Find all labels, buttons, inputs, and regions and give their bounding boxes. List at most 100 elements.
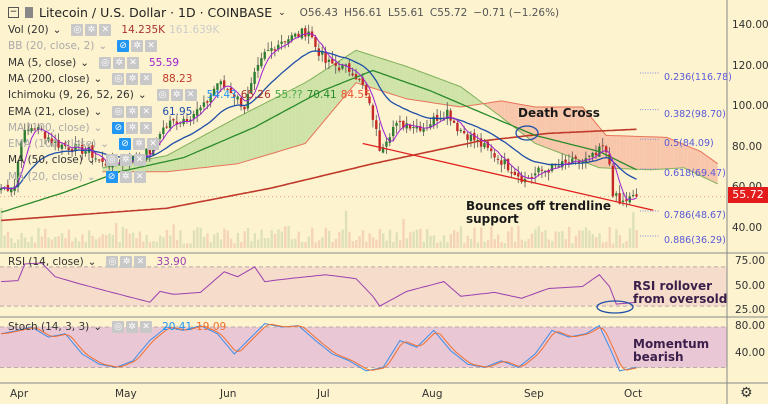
eye-hidden-icon[interactable]: ⊘ bbox=[112, 121, 125, 134]
candle-body bbox=[604, 146, 608, 153]
eye-icon[interactable]: ◎ bbox=[112, 72, 125, 85]
eye-icon[interactable]: ◎ bbox=[106, 256, 119, 268]
chevron-down-icon[interactable]: ⌄ bbox=[93, 121, 103, 134]
close-icon[interactable]: ✕ bbox=[146, 138, 159, 151]
candle-body bbox=[601, 145, 604, 147]
close-icon[interactable]: ✕ bbox=[184, 89, 197, 102]
candle-body bbox=[324, 51, 327, 63]
gear-icon[interactable]: ✲ bbox=[126, 72, 139, 85]
candle-body bbox=[395, 122, 398, 126]
candle-body bbox=[33, 128, 37, 131]
eye-icon[interactable]: ◎ bbox=[112, 321, 125, 333]
candle-body bbox=[199, 107, 202, 111]
ichimoku-cloud-segment bbox=[714, 161, 718, 184]
gear-icon[interactable]: ✲ bbox=[132, 138, 145, 151]
volume-bar bbox=[622, 243, 625, 248]
indicator-label[interactable]: MA (5, close) bbox=[8, 56, 77, 69]
eye-hidden-icon[interactable]: ⊘ bbox=[105, 170, 118, 183]
ichimoku-cloud-segment bbox=[386, 60, 390, 94]
chevron-down-icon[interactable]: ⌄ bbox=[278, 7, 286, 18]
candle-body bbox=[212, 88, 216, 96]
indicator-value: 55.59 bbox=[149, 56, 180, 69]
chevron-down-icon[interactable]: ⌄ bbox=[86, 170, 96, 183]
volume-bar bbox=[67, 229, 71, 248]
gear-icon[interactable]: ✲ bbox=[85, 24, 98, 36]
symbol-title[interactable]: Litecoin / U.S. Dollar · 1D · COINBASE bbox=[39, 5, 273, 20]
volume-bar bbox=[388, 229, 392, 248]
gear-icon[interactable]: ✲ bbox=[120, 256, 133, 268]
close-icon[interactable]: ✕ bbox=[140, 72, 153, 85]
eye-icon[interactable]: ◎ bbox=[105, 154, 118, 167]
candle-body bbox=[168, 120, 172, 128]
candle-body bbox=[608, 154, 611, 165]
volume-bar bbox=[253, 233, 256, 248]
trendline-support bbox=[362, 142, 654, 211]
collapse-icon[interactable]: − bbox=[8, 7, 19, 18]
gear-icon[interactable]: ✲ bbox=[131, 40, 144, 53]
close-icon[interactable]: ✕ bbox=[140, 121, 153, 134]
gear-icon[interactable]: ✲ bbox=[170, 89, 183, 102]
eye-icon[interactable]: ◎ bbox=[71, 24, 84, 36]
indicator-label[interactable]: EMA (21, close) bbox=[8, 105, 90, 118]
indicator-label[interactable]: MA (20, close) bbox=[8, 170, 83, 183]
gear-icon[interactable]: ✲ bbox=[113, 56, 125, 69]
stoch-label[interactable]: Stoch (14, 3, 3) bbox=[8, 321, 90, 333]
volume-bar bbox=[446, 241, 449, 248]
ichimoku-cloud-segment bbox=[589, 115, 593, 166]
chevron-down-icon[interactable]: ⌄ bbox=[98, 40, 108, 53]
close-icon[interactable]: ✕ bbox=[134, 256, 147, 268]
close-icon[interactable]: ✕ bbox=[99, 24, 112, 36]
indicator-label[interactable]: EMA (100, close) bbox=[8, 138, 97, 151]
close-icon[interactable]: ✕ bbox=[140, 321, 153, 333]
chevron-down-icon[interactable]: ⌄ bbox=[137, 89, 147, 102]
volume-bar bbox=[594, 237, 598, 248]
candle-body bbox=[405, 123, 408, 129]
gear-icon[interactable]: ✲ bbox=[126, 321, 139, 333]
indicator-label[interactable]: MA (100, close) bbox=[8, 121, 90, 134]
eye-hidden-icon[interactable]: ⊘ bbox=[117, 40, 130, 53]
candle-body bbox=[60, 144, 64, 149]
ichimoku-cloud-segment bbox=[653, 136, 657, 170]
close-icon[interactable]: ✕ bbox=[140, 105, 153, 118]
candle-body bbox=[506, 158, 510, 171]
candle-body bbox=[419, 126, 422, 131]
indicator-label[interactable]: MA (200, close) bbox=[8, 72, 90, 85]
eye-hidden-icon[interactable]: ⊘ bbox=[118, 138, 131, 151]
chevron-down-icon[interactable]: ⌄ bbox=[93, 72, 103, 85]
indicator-label[interactable]: BB (20, close, 2) bbox=[8, 40, 95, 53]
indicator-label[interactable]: Ichimoku (9, 26, 52, 26) bbox=[8, 89, 134, 102]
candle-body bbox=[37, 127, 40, 130]
close-icon[interactable]: ✕ bbox=[127, 56, 139, 69]
eye-icon[interactable]: ◎ bbox=[156, 89, 169, 102]
settings-gear-icon[interactable]: ⚙ bbox=[740, 385, 753, 401]
rsi-label[interactable]: RSI (14, close) bbox=[8, 256, 84, 268]
volume-bar bbox=[398, 240, 402, 248]
ichimoku-cloud-segment bbox=[704, 153, 708, 180]
ichimoku-cloud-segment bbox=[332, 63, 336, 112]
close-icon[interactable]: ✕ bbox=[133, 170, 146, 183]
gear-icon[interactable]: ✲ bbox=[126, 105, 139, 118]
candle-body bbox=[618, 193, 621, 204]
eye-icon[interactable]: ◎ bbox=[112, 105, 125, 118]
indicator-label[interactable]: MA (50, close) bbox=[8, 154, 83, 167]
eye-icon[interactable]: ◎ bbox=[99, 56, 111, 69]
rsi-axis-tick: 50.00 bbox=[735, 280, 766, 292]
gear-icon[interactable]: ✲ bbox=[119, 170, 132, 183]
chevron-down-icon[interactable]: ⌄ bbox=[52, 24, 62, 36]
gear-icon[interactable]: ✲ bbox=[119, 154, 132, 167]
chevron-down-icon[interactable]: ⌄ bbox=[93, 105, 103, 118]
chevron-down-icon[interactable]: ⌄ bbox=[87, 256, 97, 268]
indicator-label[interactable]: Vol (20) bbox=[8, 24, 49, 36]
ichimoku-cloud-segment bbox=[308, 78, 313, 140]
stoch-axis-tick: 40.00 bbox=[735, 347, 766, 359]
chevron-down-icon[interactable]: ⌄ bbox=[100, 138, 109, 151]
chevron-down-icon[interactable]: ⌄ bbox=[93, 321, 103, 333]
ichimoku-cloud-segment bbox=[477, 99, 482, 105]
gear-icon[interactable]: ✲ bbox=[126, 121, 139, 134]
close-icon[interactable]: ✕ bbox=[145, 40, 158, 53]
close-icon[interactable]: ✕ bbox=[133, 154, 146, 167]
chevron-down-icon[interactable]: ⌄ bbox=[80, 56, 89, 69]
chevron-down-icon[interactable]: ⌄ bbox=[86, 154, 96, 167]
volume-bar bbox=[375, 239, 378, 248]
